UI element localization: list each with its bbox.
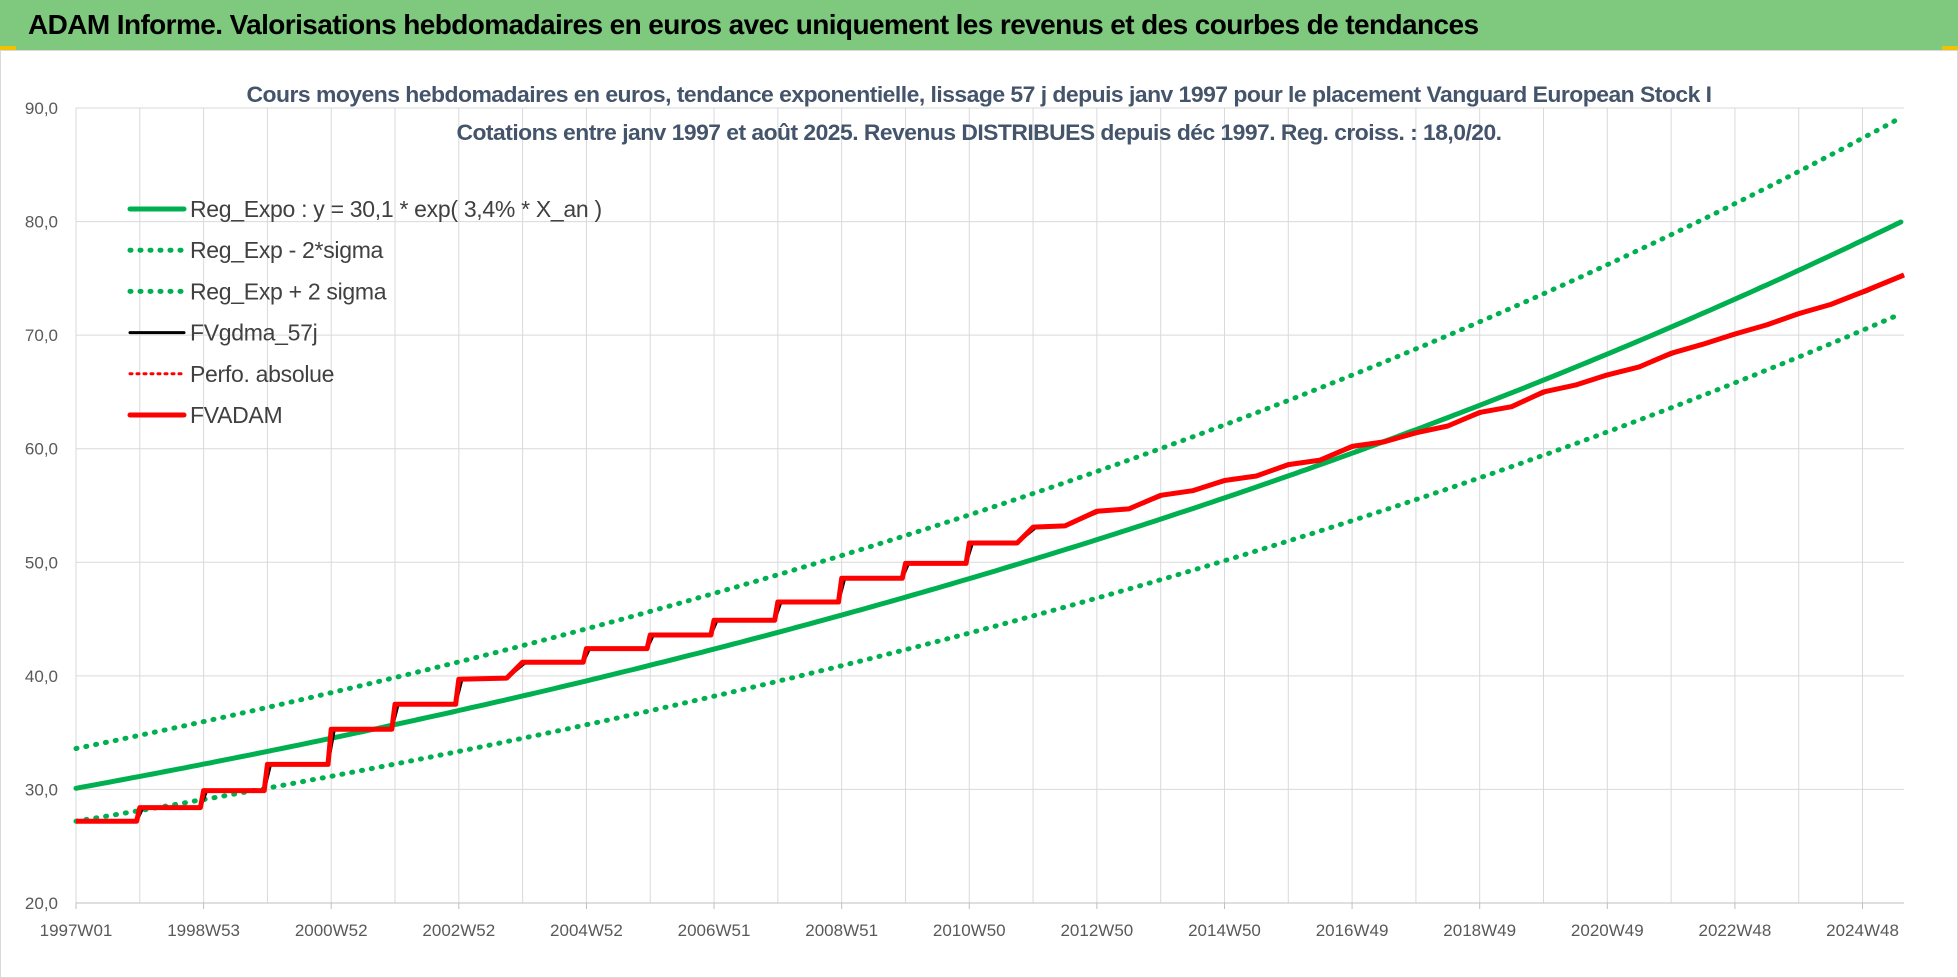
legend-label: Perfo. absolue — [190, 361, 334, 387]
x-tick-label: 2002W52 — [422, 921, 495, 940]
trend-band-line — [73, 115, 1904, 751]
y-tick-label: 20,0 — [25, 894, 58, 913]
chart-title-line: Cotations entre janv 1997 et août 2025. … — [457, 120, 1502, 145]
x-tick-label: 1998W53 — [167, 921, 240, 940]
y-tick-label: 90,0 — [25, 99, 58, 118]
y-axis: 20,0 30,0 40,0 50,0 60,0 70,0 80,0 90,0 — [25, 99, 58, 913]
y-tick-label: 60,0 — [25, 440, 58, 459]
y-tick-label: 70,0 — [25, 326, 58, 345]
x-tick-label: 1997W01 — [40, 921, 113, 940]
chart-legend: Reg_Expo : y = 30,1 * exp( 3,4% * X_an )… — [127, 196, 602, 428]
banner-corner-left — [0, 46, 16, 51]
x-tick-label: 2008W51 — [805, 921, 878, 940]
legend-label: Reg_Exp + 2 sigma — [190, 278, 387, 304]
x-tick-label: 2004W52 — [550, 921, 623, 940]
legend-label: FVADAM — [190, 402, 282, 428]
y-tick-label: 50,0 — [25, 553, 58, 572]
report-title: ADAM Informe. Valorisations hebdomadaire… — [28, 9, 1479, 40]
x-tick-label: 2006W51 — [678, 921, 751, 940]
trend-line — [73, 219, 1904, 791]
chart-grid — [75, 107, 1904, 904]
x-tick-label: 2012W50 — [1060, 921, 1133, 940]
fvadam-line — [76, 272, 1905, 824]
x-tick-label: 2000W52 — [295, 921, 368, 940]
fvgdma-line — [76, 273, 1905, 823]
y-tick-label: 80,0 — [25, 213, 58, 232]
x-tick-label: 2010W50 — [933, 921, 1006, 940]
legend-label: Reg_Expo : y = 30,1 * exp( 3,4% * X_an ) — [190, 196, 602, 222]
x-tick-label: 2016W49 — [1316, 921, 1389, 940]
report-banner: ADAM Informe. Valorisations hebdomadaire… — [0, 0, 1958, 50]
trend-band-line — [73, 311, 1904, 824]
y-tick-label: 30,0 — [25, 780, 58, 799]
x-tick-label: 2020W49 — [1571, 921, 1644, 940]
legend-label: FVgdma_57j — [190, 320, 317, 346]
banner-corner-right — [1942, 46, 1958, 51]
x-tick-label: 2022W48 — [1699, 921, 1772, 940]
x-axis: 1997W01 1998W53 2000W52 2002W52 2004W52 2006W… — [40, 903, 1899, 940]
x-tick-label: 2024W48 — [1826, 921, 1899, 940]
x-tick-label: 2018W49 — [1443, 921, 1516, 940]
chart-title: Cours moyens hebdomadaires en euros, ten… — [247, 82, 1712, 145]
chart-series — [73, 115, 1905, 824]
chart-title-line: Cours moyens hebdomadaires en euros, ten… — [247, 82, 1712, 107]
x-tick-label: 2014W50 — [1188, 921, 1261, 940]
legend-label: Reg_Exp - 2*sigma — [190, 237, 384, 263]
y-tick-label: 40,0 — [25, 667, 58, 686]
